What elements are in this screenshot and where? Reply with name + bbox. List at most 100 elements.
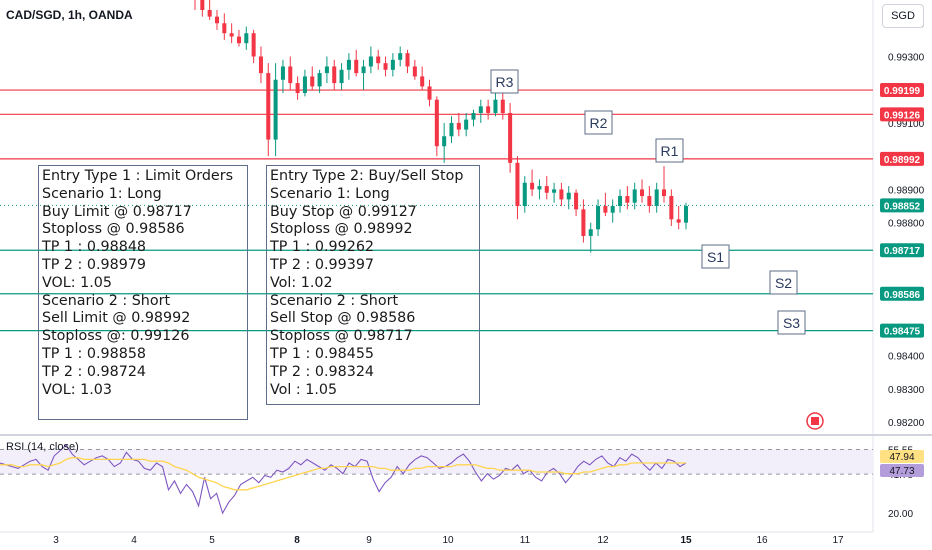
candle-body	[559, 189, 564, 200]
candle-body	[486, 106, 491, 113]
candle-body	[310, 76, 315, 87]
candle-body	[405, 53, 410, 67]
level-tag-S3	[777, 310, 806, 335]
price-level-label: 0.99199	[884, 86, 921, 97]
rsi-indicator-label[interactable]: RSI (14, close)	[6, 441, 79, 453]
candle-body	[647, 196, 652, 207]
candle-body	[295, 83, 300, 94]
candle-body	[574, 192, 579, 210]
level-tag-label: R1	[661, 143, 679, 159]
box2-line: Scenario 2 : Short	[270, 292, 399, 309]
candle-body	[566, 192, 571, 200]
candle-body	[383, 63, 388, 70]
candle-body	[500, 99, 505, 113]
annotation-box-stop-orders[interactable]: Entry Type 2: Buy/Sell Stop Scenario 1: L…	[266, 165, 480, 405]
candle-body	[603, 206, 608, 213]
level-tag-R3	[490, 69, 519, 94]
time-axis-tick-label: 9	[366, 535, 372, 546]
price-axis-tick-label: 0.98200	[888, 418, 925, 429]
level-tag-label: R3	[496, 74, 514, 90]
box1-line: VOL: 1.05	[42, 274, 112, 291]
time-axis-tick-label: 17	[832, 535, 844, 546]
candle-body	[266, 73, 271, 140]
currency-button[interactable]: SGD	[882, 4, 924, 28]
time-axis-tick-label: 3	[53, 535, 59, 546]
candle-body	[244, 33, 249, 44]
candle-body	[676, 219, 681, 223]
price-level-badge	[880, 323, 924, 338]
price-level-badge	[880, 243, 924, 258]
last-price-label: 0.98852	[884, 201, 921, 212]
candle-body	[544, 186, 549, 193]
candle-body	[471, 112, 476, 120]
candle-body	[236, 36, 241, 44]
candle-body	[456, 122, 461, 130]
candle-body	[332, 66, 337, 84]
box1-line: TP 2 : 0.98979	[42, 256, 147, 273]
level-tag-label: S2	[775, 275, 792, 291]
candle-body	[222, 23, 227, 34]
candle-body	[317, 73, 322, 87]
level-tag-R2	[584, 110, 613, 135]
candle-body	[280, 66, 285, 80]
candle-body	[273, 79, 278, 140]
price-level-badge	[880, 151, 924, 166]
candle-body	[654, 189, 659, 207]
candle-body	[588, 229, 593, 236]
candle-body	[339, 69, 344, 84]
box2-line: Stoploss @ 0.98717	[270, 328, 413, 345]
candle-body	[449, 122, 454, 137]
candle-body	[522, 182, 527, 207]
rsi-value-badge	[880, 450, 924, 463]
box1-line: Buy Limit @ 0.98717	[42, 203, 192, 220]
time-axis-tick-label: 15	[680, 535, 692, 546]
box1-line: TP 1 : 0.98858	[42, 345, 147, 362]
candle-body	[661, 189, 667, 197]
candle-body	[368, 56, 373, 67]
price-level-label: 0.98586	[884, 290, 921, 301]
symbol-title[interactable]: CAD/SGD, 1h, OANDA	[6, 8, 133, 22]
candle-body	[214, 16, 220, 24]
box1-line: Scenario 2 : Short	[42, 292, 171, 309]
candle-body	[361, 66, 366, 74]
candle-body	[354, 59, 359, 74]
price-axis-tick-label: 0.98300	[888, 385, 925, 396]
candle-body	[493, 99, 498, 113]
box2-line: TP 2 : 0.98324	[270, 363, 375, 380]
event-flag-icon-inner	[811, 417, 819, 425]
candle-body	[427, 86, 432, 100]
candle-body	[442, 136, 447, 147]
level-tag-label: R2	[590, 115, 608, 131]
candle-body	[324, 66, 329, 74]
candle-body	[376, 56, 381, 64]
candle-body	[346, 59, 351, 70]
price-axis-tick-label: 0.98800	[888, 219, 925, 230]
time-axis-tick-label: 4	[131, 535, 137, 546]
price-level-badge	[880, 107, 924, 122]
candle-body	[683, 206, 689, 223]
box1-line: Stoploss @ 0.98586	[42, 221, 185, 238]
rsi-value-label: 47.73	[889, 466, 914, 477]
price-level-label: 0.98475	[884, 327, 921, 338]
candle-body	[251, 33, 256, 57]
rsi-band	[0, 449, 873, 475]
candle-body	[434, 99, 439, 147]
time-axis-tick-label: 12	[597, 535, 609, 546]
candle-body	[515, 162, 520, 207]
time-axis-tick-label: 10	[442, 535, 454, 546]
price-axis-tick-label: 0.98400	[888, 352, 925, 363]
box1-line: VOL: 1.03	[42, 381, 112, 398]
candle-body	[625, 196, 630, 203]
annotation-box-limit-orders[interactable]: Entry Type 1 : Limit Orders Scenario 1: L…	[38, 165, 248, 420]
level-tag-S2	[769, 270, 798, 295]
candle-body	[640, 189, 645, 197]
box2-line: TP 2 : 0.99397	[270, 256, 375, 273]
rsi-line	[0, 444, 687, 515]
rsi-value-label: 47.94	[889, 452, 914, 463]
level-tag-label: S3	[783, 315, 800, 331]
box2-line: Stoploss @ 0.98992	[270, 221, 413, 238]
box2-line: Entry Type 2: Buy/Sell Stop	[270, 168, 464, 184]
box2-line: TP 1 : 0.98455	[270, 345, 375, 362]
